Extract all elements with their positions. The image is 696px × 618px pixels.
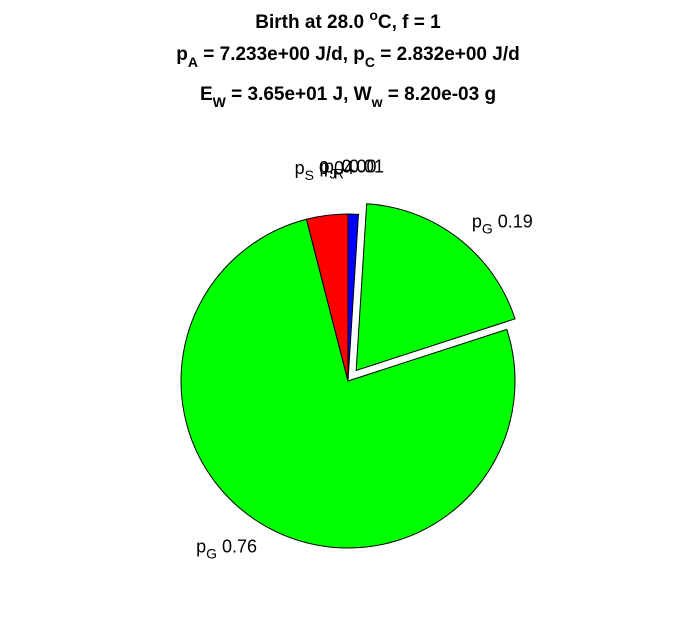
slice-name: p [472, 211, 482, 231]
title-sup: o [369, 7, 378, 23]
title-sub: W [213, 94, 227, 110]
chart-title: pA​ = 7.233e+00 J/d, pC​ = 2.832e+00 J/d [176, 44, 519, 70]
slice-value: 0.04 [319, 158, 354, 178]
slice-label: pG 0.76 [196, 536, 257, 561]
pie-slice [355, 203, 516, 372]
slice-label: pR 0.01 [324, 156, 384, 181]
slice-name-sub: R [334, 165, 344, 181]
slice-name-sub: G [206, 545, 217, 561]
chart-title: EW​ = 3.65e+01 J, Ww​ = 8.20e-03 g [200, 84, 496, 110]
title-sub: C [365, 54, 375, 70]
slice-name-sub: S [305, 167, 314, 183]
title-text: E [200, 84, 213, 105]
slice-name: p [324, 156, 334, 176]
pie-slice [305, 213, 349, 382]
title-text: p [176, 44, 188, 65]
title-text: = 7.233e+00 J/d, p [198, 44, 365, 65]
slice-name: p [295, 158, 305, 178]
slice-label: pS 0.04 [295, 158, 354, 183]
slice-value: 0.01 [349, 156, 384, 176]
title-text: C, f = 1 [378, 12, 441, 33]
slice-label: pJ 0.00 [319, 156, 376, 181]
title-sub: A [188, 54, 198, 70]
slice-value: 0.76 [222, 536, 257, 556]
title-text: Birth at 28.0 [255, 12, 369, 33]
title-sub: w [371, 94, 383, 110]
slice-label: pG 0.19 [472, 211, 533, 236]
title-text: = 2.832e+00 J/d [375, 44, 520, 65]
title-text: = 8.20e-03 g [383, 84, 497, 105]
chart-title: Birth at 28.0 o​C, f = 1 [255, 7, 441, 33]
slice-name: p [196, 536, 206, 556]
title-text: = 3.65e+01 J, W [226, 84, 372, 105]
pie-slice [180, 218, 516, 549]
slice-value: 0.00 [341, 156, 376, 176]
slice-name: p [319, 156, 329, 176]
slice-value: 0.19 [498, 211, 533, 231]
slice-name-sub: J [329, 165, 336, 181]
slice-name-sub: G [482, 220, 493, 236]
